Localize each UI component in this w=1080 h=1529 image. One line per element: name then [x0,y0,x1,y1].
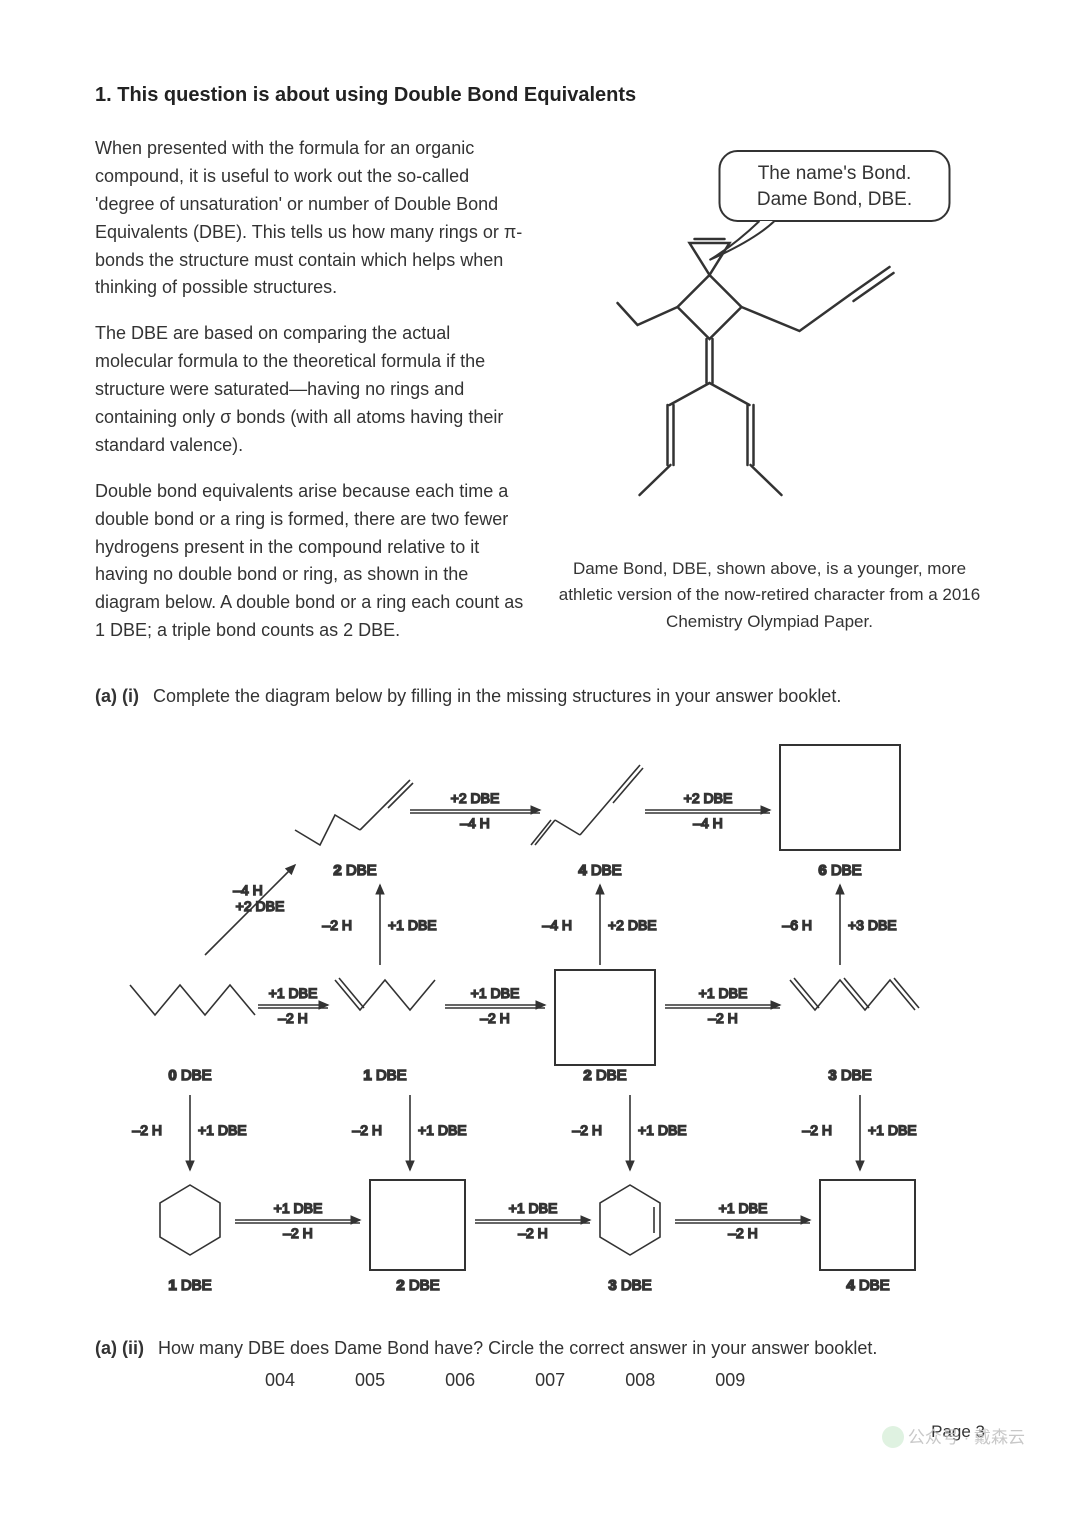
svg-text:–2 H: –2 H [802,1122,832,1138]
svg-text:–2 H: –2 H [728,1225,758,1241]
speech-line1: The name's Bond. [758,163,912,184]
option-009[interactable]: 009 [715,1367,745,1395]
part-a-ii-text: How many DBE does Dame Bond have? Circle… [158,1335,985,1363]
intro-p2: The DBE are based on comparing the actua… [95,320,526,459]
svg-text:+2 DBE: +2 DBE [684,790,733,806]
svg-text:+2 DBE: +2 DBE [451,790,500,806]
svg-text:0 DBE: 0 DBE [168,1067,211,1084]
svg-text:+1 DBE: +1 DBE [699,985,748,1001]
wechat-icon [882,1426,904,1448]
dbe-diagram: +2 DBE –4 H +2 DBE –4 H –4 H +2 DBE 2 DB… [95,725,985,1315]
svg-text:+1 DBE: +1 DBE [418,1122,467,1138]
intro-column: When presented with the formula for an o… [95,135,526,663]
svg-text:6 DBE: 6 DBE [818,862,861,879]
watermark: 公众号 · 戴森云 [882,1425,1025,1451]
svg-text:–2 H: –2 H [480,1010,510,1026]
svg-text:–2 H: –2 H [572,1122,602,1138]
svg-text:3 DBE: 3 DBE [608,1277,651,1294]
svg-text:+1 DBE: +1 DBE [638,1122,687,1138]
svg-text:–2 H: –2 H [352,1122,382,1138]
svg-text:–4 H: –4 H [693,815,723,831]
svg-text:+1 DBE: +1 DBE [269,985,318,1001]
part-a-ii-label: (a) (ii) [95,1335,144,1363]
svg-text:–2 H: –2 H [518,1225,548,1241]
dame-bond-figure: The name's Bond. Dame Bond, DBE. [554,135,985,535]
intro-p3: Double bond equivalents arise because ea… [95,478,526,645]
svg-text:+1 DBE: +1 DBE [719,1200,768,1216]
svg-text:+1 DBE: +1 DBE [198,1122,247,1138]
svg-text:2 DBE: 2 DBE [396,1277,439,1294]
svg-text:–4 H: –4 H [460,815,490,831]
svg-text:–2 H: –2 H [708,1010,738,1026]
svg-text:2 DBE: 2 DBE [333,862,376,879]
svg-text:+1 DBE: +1 DBE [388,917,437,933]
answer-options: 004 005 006 007 008 009 [265,1367,985,1395]
figure-column: The name's Bond. Dame Bond, DBE. [554,135,985,663]
svg-text:+1 DBE: +1 DBE [509,1200,558,1216]
svg-text:3 DBE: 3 DBE [828,1067,871,1084]
svg-text:1 DBE: 1 DBE [168,1277,211,1294]
svg-text:4 DBE: 4 DBE [846,1277,889,1294]
svg-text:–6 H: –6 H [782,917,812,933]
part-a-i-text: Complete the diagram below by filling in… [153,683,985,711]
svg-text:+1 DBE: +1 DBE [868,1122,917,1138]
part-a-i-label: (a) (i) [95,683,139,711]
svg-text:–2 H: –2 H [132,1122,162,1138]
svg-text:4 DBE: 4 DBE [578,862,621,879]
intro-p1: When presented with the formula for an o… [95,135,526,302]
option-008[interactable]: 008 [625,1367,655,1395]
option-007[interactable]: 007 [535,1367,565,1395]
svg-text:2 DBE: 2 DBE [583,1067,626,1084]
question-title: 1. This question is about using Double B… [95,80,985,111]
svg-text:1 DBE: 1 DBE [363,1067,406,1084]
option-006[interactable]: 006 [445,1367,475,1395]
speech-line2: Dame Bond, DBE. [757,189,912,210]
option-004[interactable]: 004 [265,1367,295,1395]
svg-text:–2 H: –2 H [283,1225,313,1241]
option-005[interactable]: 005 [355,1367,385,1395]
figure-caption: Dame Bond, DBE, shown above, is a younge… [554,556,985,635]
svg-text:+1 DBE: +1 DBE [274,1200,323,1216]
svg-text:+1 DBE: +1 DBE [471,985,520,1001]
svg-text:–2 H: –2 H [322,917,352,933]
svg-text:–4 H: –4 H [233,882,263,898]
svg-text:–4 H: –4 H [542,917,572,933]
svg-text:–2 H: –2 H [278,1010,308,1026]
svg-text:+2 DBE: +2 DBE [608,917,657,933]
svg-text:+3 DBE: +3 DBE [848,917,897,933]
svg-text:+2 DBE: +2 DBE [236,898,285,914]
